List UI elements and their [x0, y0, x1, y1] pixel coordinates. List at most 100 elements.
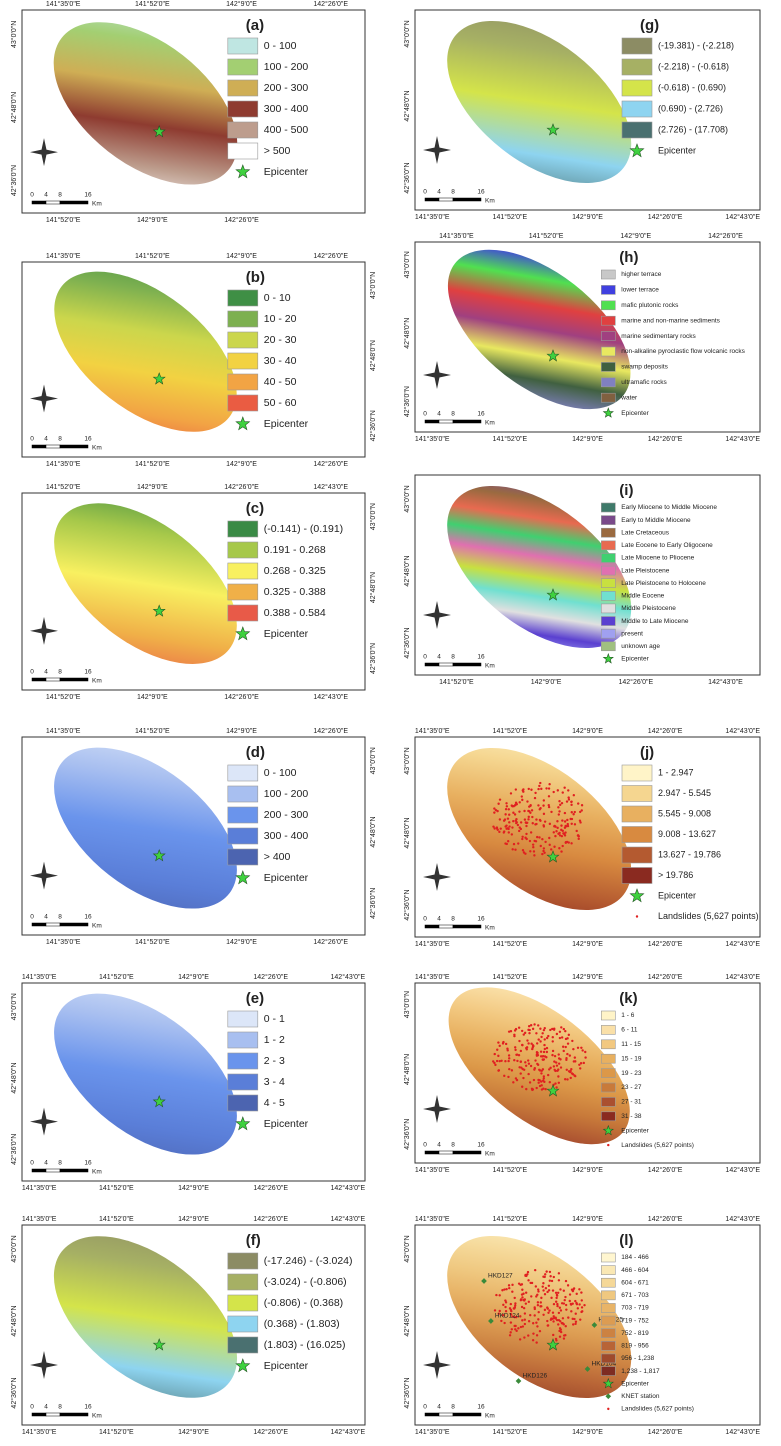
legend-swatch	[228, 1253, 258, 1269]
landslide-point	[520, 1050, 522, 1052]
landslide-point	[520, 821, 522, 823]
longitude-label: 142°9'0"E	[572, 1215, 603, 1223]
landslide-point	[584, 1056, 586, 1058]
landslide-point	[562, 791, 564, 793]
legend-swatch	[228, 332, 258, 348]
legend-swatch	[622, 765, 652, 781]
landslide-point	[558, 810, 560, 812]
scale-bar-unit: Km	[92, 1169, 102, 1176]
landslide-point	[541, 853, 543, 855]
panel-label: (d)	[246, 744, 265, 761]
legend-label: Epicenter	[621, 1380, 649, 1387]
longitude-label: 142°26'0"E	[648, 1428, 683, 1436]
landslide-point	[545, 787, 547, 789]
landslide-point	[553, 1060, 555, 1062]
landslide-point	[553, 1065, 555, 1067]
legend-label: present	[621, 630, 643, 637]
landslide-point	[564, 1030, 566, 1032]
landslide-point	[523, 1307, 525, 1309]
latitude-label: 43°0'0"N	[403, 991, 411, 1018]
landslide-point	[508, 831, 510, 833]
landslide-point	[513, 843, 515, 845]
legend-label: 300 - 400	[264, 830, 309, 842]
landslide-point	[545, 1287, 547, 1289]
latitude-label: 43°0'0"N	[403, 251, 411, 278]
latitude-label: 43°0'0"N	[403, 747, 411, 774]
landslide-point	[580, 1047, 582, 1049]
landslide-point	[515, 822, 517, 824]
latitude-label: 42°36'0"N	[10, 1134, 18, 1165]
legend-label: Landslides (5,627 points)	[621, 1142, 694, 1149]
landslide-point	[524, 1323, 526, 1325]
legend-swatch	[601, 1011, 615, 1020]
landslide-point	[509, 1307, 511, 1309]
landslide-point	[559, 1058, 561, 1060]
legend-swatch	[601, 285, 615, 294]
longitude-label: 142°26'0"E	[648, 1215, 683, 1223]
landslide-point	[521, 1283, 523, 1285]
landslide-point	[557, 1323, 559, 1325]
legend-label: 671 - 703	[621, 1292, 649, 1299]
landslide-point	[543, 1077, 545, 1079]
scale-bar-segment	[425, 420, 439, 423]
landslide-point	[542, 1282, 544, 1284]
landslide-point	[528, 1301, 530, 1303]
legend-label: marine and non-marine sediments	[621, 317, 720, 324]
scale-bar-segment	[453, 420, 481, 423]
legend-swatch	[228, 605, 258, 621]
scale-bar-segment	[425, 925, 439, 928]
scale-bar-label: 0	[423, 916, 427, 923]
scale-bar-unit: Km	[92, 445, 102, 452]
landslide-point	[574, 1323, 576, 1325]
longitude-label: 142°26'0"E	[618, 678, 653, 686]
legend-label: > 500	[264, 145, 291, 157]
longitude-label: 142°26'0"E	[648, 435, 683, 443]
scale-bar-unit: Km	[92, 678, 102, 685]
landslide-point	[514, 813, 516, 815]
landslide-point	[514, 1049, 516, 1051]
landslide-point	[547, 1312, 549, 1314]
landslide-point	[513, 1034, 515, 1036]
landslide-point	[547, 1035, 549, 1037]
landslide-point	[493, 807, 495, 809]
landslide-point	[567, 1316, 569, 1318]
longitude-label: 142°26'0"E	[313, 460, 348, 468]
legend-label: Epicenter	[658, 890, 696, 900]
longitude-label: 142°9'0"E	[572, 213, 603, 221]
landslide-point	[574, 1075, 576, 1077]
legend-swatch	[228, 101, 258, 117]
longitude-label: 142°43'0"E	[725, 727, 760, 735]
latitude-label: 42°48'0"N	[10, 1062, 18, 1093]
scale-bar-label: 8	[58, 1160, 62, 1167]
landslide-point	[544, 1048, 546, 1050]
landslide-point	[534, 823, 536, 825]
landslide-point	[533, 840, 535, 842]
longitude-label: 142°9'0"E	[178, 1184, 209, 1192]
legend-swatch	[601, 1097, 615, 1106]
legend-swatch	[228, 786, 258, 802]
landslide-point	[514, 1297, 516, 1299]
landslide-point	[544, 841, 546, 843]
landslide-point	[544, 1055, 546, 1057]
landslide-point	[545, 1270, 547, 1272]
legend-swatch	[228, 1295, 258, 1311]
legend-label: 40 - 50	[264, 376, 297, 388]
longitude-label: 142°43'0"E	[331, 1184, 366, 1192]
landslide-point	[506, 805, 508, 807]
longitude-label: 142°43'0"E	[725, 1215, 760, 1223]
landslide-point	[552, 1050, 554, 1052]
landslide-point	[559, 1307, 561, 1309]
legend-label: 1 - 2.947	[658, 767, 694, 777]
landslide-point	[583, 1304, 585, 1306]
landslide-point	[502, 1042, 504, 1044]
legend-swatch	[228, 584, 258, 600]
legend-label: Landslides (5,627 points)	[621, 1406, 694, 1413]
landslide-point	[570, 842, 572, 844]
legend-label: Middle Eocene	[621, 593, 664, 600]
legend-label: 300 - 400	[264, 103, 309, 115]
landslide-point	[515, 1077, 517, 1079]
longitude-label: 142°26'0"E	[313, 938, 348, 946]
landslide-point	[555, 1086, 557, 1088]
scale-bar-unit: Km	[485, 663, 495, 670]
landslide-point	[511, 1328, 513, 1330]
